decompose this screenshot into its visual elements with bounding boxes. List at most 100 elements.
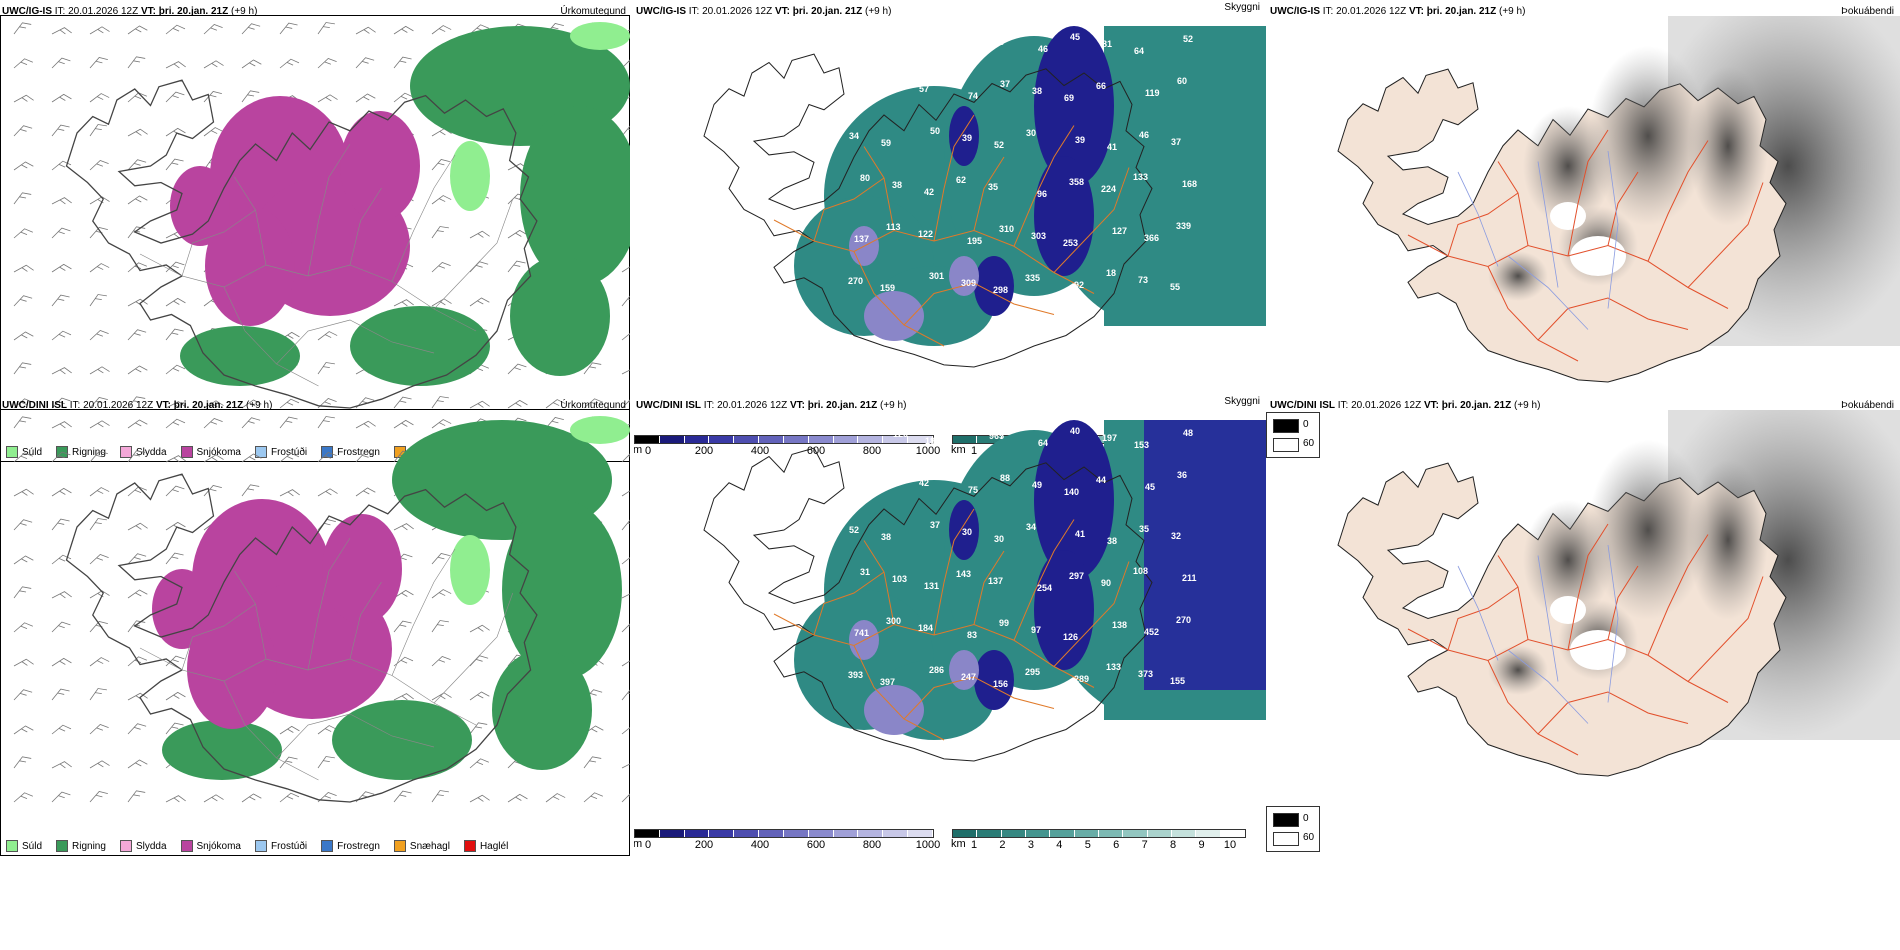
fog-panel: UWC/IG-IS IT: 20.01.2026 12Z VT: þri. 20… xyxy=(1268,0,1900,470)
ceiling-value: 38 xyxy=(881,532,891,542)
wind-barb xyxy=(13,756,32,769)
ceiling-value: 42 xyxy=(924,187,934,197)
ceiling-value: 31 xyxy=(860,567,870,577)
ceiling-value: 105 xyxy=(844,422,859,432)
ceiling-value: 133 xyxy=(1133,172,1148,182)
wind-barb xyxy=(469,722,488,735)
wind-barb xyxy=(13,586,32,599)
ceiling-value: 35 xyxy=(1139,524,1149,534)
precip-legend-item: Frostúði xyxy=(254,446,308,458)
ceiling-value: 253 xyxy=(1063,238,1078,248)
snow-area xyxy=(322,514,402,624)
wind-barb xyxy=(583,756,602,769)
precip-legend-item: Rigning xyxy=(56,840,106,852)
wind-barb xyxy=(317,397,337,409)
clear-area xyxy=(1550,202,1586,230)
wind-barb xyxy=(165,655,185,667)
ceiling-area xyxy=(864,685,924,735)
ceiling-value: 156 xyxy=(993,679,1008,689)
precip-type-panel: UWC/DINI ISL IT: 20.01.2026 12Z VT: þri.… xyxy=(0,394,632,864)
wind-barb xyxy=(621,688,630,701)
ceiling-value: 37 xyxy=(930,520,940,530)
low-ceiling-area xyxy=(974,256,1014,316)
model-name: UWC/IG-IS xyxy=(636,6,686,17)
wind-barb xyxy=(431,25,452,35)
wind-barb xyxy=(241,23,261,35)
wind-barb xyxy=(317,416,335,429)
snow-area xyxy=(205,206,295,326)
wind-barb xyxy=(621,263,630,273)
wind-barb xyxy=(203,794,224,803)
ceiling-value: 38 xyxy=(1107,536,1117,546)
wind-barb xyxy=(583,362,602,375)
legend-label: Rigning xyxy=(72,840,106,852)
wind-barb xyxy=(51,591,72,599)
legend-label: Frostregn xyxy=(337,840,380,852)
wind-barb xyxy=(13,452,33,463)
ceiling-value: 60 xyxy=(1177,76,1187,86)
ceiling-value: 64 xyxy=(1134,46,1144,56)
wind-barb xyxy=(621,621,630,633)
ceiling-area xyxy=(949,256,979,296)
wind-barb xyxy=(127,450,146,463)
precip-legend-item: Frostregn xyxy=(321,840,380,852)
ceiling-tick: 200 xyxy=(694,839,714,851)
wind-barb xyxy=(51,367,72,375)
lead-time: (+9 h) xyxy=(246,400,273,411)
wind-barb xyxy=(89,396,108,409)
ceiling-value: 39 xyxy=(962,133,972,143)
wind-barb xyxy=(621,554,630,565)
wind-barb xyxy=(621,294,630,307)
fog-shade xyxy=(1488,645,1548,695)
precip-map xyxy=(13,22,630,409)
fog-key-white xyxy=(1273,438,1299,452)
wind-barb xyxy=(165,158,184,171)
rain-area xyxy=(502,500,622,680)
wind-barb xyxy=(165,61,186,69)
ceiling-value: 44 xyxy=(1096,475,1106,485)
ceiling-tick: 600 xyxy=(806,839,826,851)
wind-barb xyxy=(469,230,490,239)
lead-time: (+9 h) xyxy=(1514,400,1541,411)
wind-barb xyxy=(393,523,414,531)
ceiling-value: 30 xyxy=(994,534,1004,544)
wind-barb xyxy=(507,363,527,375)
wind-barb xyxy=(545,399,566,409)
wind-barb xyxy=(203,23,223,35)
ceiling-value: 52 xyxy=(849,525,859,535)
model-name: UWC/DINI ISL xyxy=(1270,400,1335,411)
legend-label: Súld xyxy=(22,840,43,852)
wind-barb xyxy=(317,331,338,341)
ceiling-value: 50 xyxy=(930,126,940,136)
ceiling-value: 126 xyxy=(1063,632,1078,642)
wind-barb xyxy=(13,416,32,429)
legend-swatch xyxy=(463,840,476,852)
legend-label: Frostúði xyxy=(270,840,308,852)
legend-label: Slydda xyxy=(135,840,167,852)
ceiling-value: 80 xyxy=(860,173,870,183)
drizzle-area xyxy=(570,22,630,50)
wind-barb xyxy=(127,522,148,531)
legend-label: Frostúði xyxy=(270,446,308,458)
rain-area xyxy=(180,326,300,386)
ceiling-value: 57 xyxy=(919,84,929,94)
precip-type-panel: UWC/IG-IS IT: 20.01.2026 12Z VT: þri. 20… xyxy=(0,0,632,470)
ceiling-value: 46 xyxy=(1038,44,1048,54)
wind-barb xyxy=(393,299,414,307)
ceiling-value: 32 xyxy=(887,77,897,87)
wind-barb xyxy=(13,689,33,701)
ceiling-value: 74 xyxy=(968,91,978,101)
wind-barb xyxy=(165,328,184,341)
ceiling-tick: 0 xyxy=(644,839,652,851)
precip-legend-item: Snæhagl xyxy=(393,840,450,852)
wind-barb xyxy=(241,90,260,103)
ceiling-value: 137 xyxy=(988,576,1003,586)
legend-swatch xyxy=(254,840,267,852)
wind-barb xyxy=(469,794,490,803)
ceiling-value: 62 xyxy=(956,175,966,185)
wind-barb xyxy=(165,455,186,463)
ceiling-bar xyxy=(634,829,934,838)
ceiling-value: 99 xyxy=(999,618,1009,628)
precip-legend-item: Snjókoma xyxy=(180,446,241,458)
visibility-tick: 9 xyxy=(1198,839,1205,851)
